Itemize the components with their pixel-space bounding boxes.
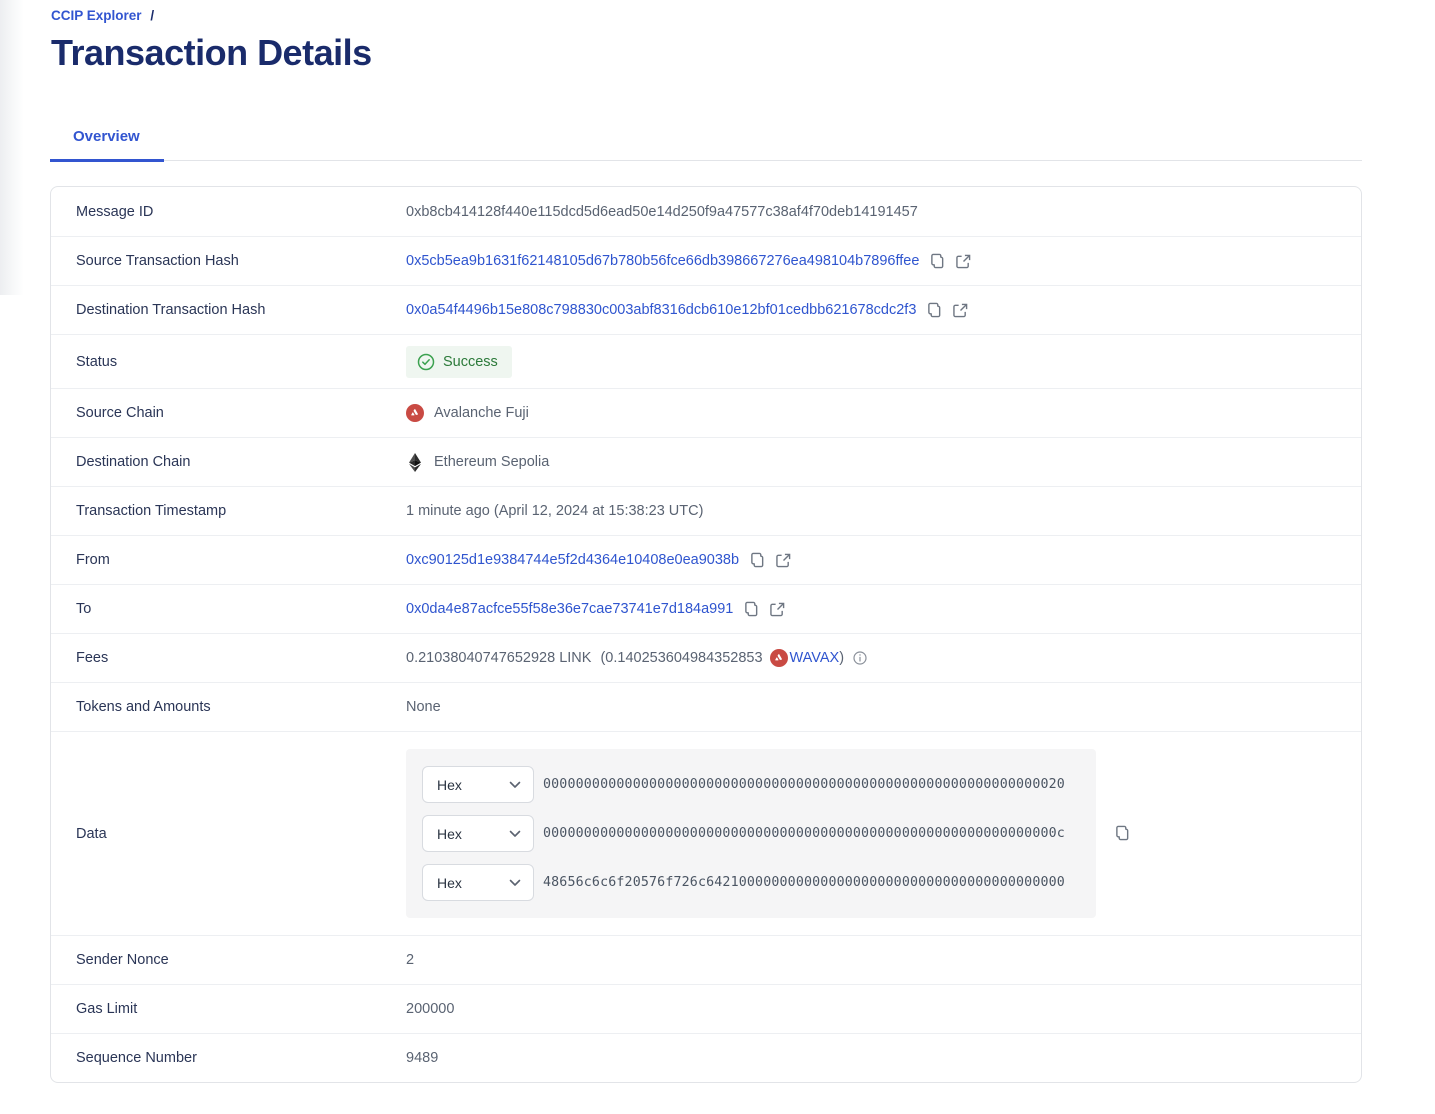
message-id-label: Message ID [76,203,154,220]
row-tokens-and-amounts: Tokens and Amounts None [51,682,1361,731]
timestamp-label: Transaction Timestamp [76,503,227,519]
data-line: Hex 48656c6c6f20576f726c6421000000000000… [422,864,1081,901]
hex-select-value: Hex [437,776,462,793]
tokens-and-amounts-label: Tokens and Amounts [76,699,211,715]
source-chain-label: Source Chain [76,405,164,421]
copy-icon[interactable] [927,302,942,319]
hex-line-value: 0000000000000000000000000000000000000000… [543,826,1065,841]
sender-nonce-label: Sender Nonce [76,952,169,968]
info-icon[interactable] [853,651,867,665]
fees-token-link[interactable]: WAVAX [789,650,840,666]
hex-line-value: 48656c6c6f20576f726c64210000000000000000… [543,875,1065,890]
row-source-tx-hash: Source Transaction Hash 0x5cb5ea9b1631f6… [51,236,1361,285]
breadcrumb-link-ccip-explorer[interactable]: CCIP Explorer [51,8,142,23]
source-chain-name: Avalanche Fuji [434,405,529,421]
row-fees: Fees 0.21038040747652928 LINK (0.1402536… [51,633,1361,682]
chevron-down-icon [509,781,521,789]
breadcrumb: CCIP Explorer / [51,8,1435,23]
data-hex-box: Hex 000000000000000000000000000000000000… [406,749,1096,918]
dest-chain-name: Ethereum Sepolia [434,454,550,470]
row-dest-chain: Destination Chain Ethereum Sepolia [51,437,1361,486]
from-label: From [76,552,110,568]
sequence-number-label: Sequence Number [76,1050,197,1066]
dest-tx-hash-label: Destination Transaction Hash [76,302,266,318]
data-line: Hex 000000000000000000000000000000000000… [422,815,1081,852]
copy-icon[interactable] [930,253,945,270]
copy-icon[interactable] [750,552,765,569]
row-sequence-number: Sequence Number 9489 [51,1033,1361,1082]
from-address-link[interactable]: 0xc90125d1e9384744e5f2d4364e10408e0ea903… [406,552,740,568]
external-link-icon[interactable] [770,602,785,617]
avalanche-icon [406,404,424,422]
row-to: To 0x0da4e87acfce55f58e36e7cae73741e7d18… [51,584,1361,633]
source-tx-hash-label: Source Transaction Hash [76,253,239,269]
check-circle-icon [417,353,435,371]
page-title: Transaction Details [51,32,372,73]
page-header: CCIP Explorer / Transaction Details [0,0,1435,74]
chevron-down-icon [509,879,521,887]
source-tx-hash-link[interactable]: 0x5cb5ea9b1631f62148105d67b780b56fce66db… [406,253,920,269]
ethereum-icon [406,452,424,472]
hex-format-select[interactable]: Hex [422,766,534,803]
message-id-value: 0xb8cb414128f440e115dcd5d6ead50e14d250f9… [406,203,918,220]
external-link-icon[interactable] [956,254,971,269]
hex-format-select[interactable]: Hex [422,864,534,901]
chevron-down-icon [509,830,521,838]
row-source-chain: Source Chain Avalanche Fuji [51,388,1361,437]
row-timestamp: Transaction Timestamp 1 minute ago (Apri… [51,486,1361,535]
tokens-and-amounts-value: None [406,699,441,715]
row-status: Status Success [51,334,1361,388]
hex-select-value: Hex [437,825,462,842]
status-badge-text: Success [443,353,498,370]
status-label: Status [76,353,118,370]
tab-overview[interactable]: Overview [50,118,164,162]
row-dest-tx-hash: Destination Transaction Hash 0x0a54f4496… [51,285,1361,334]
data-label: Data [76,825,107,842]
tab-bar: Overview [50,118,1362,162]
row-message-id: Message ID 0xb8cb414128f440e115dcd5d6ead… [51,187,1361,236]
row-sender-nonce: Sender Nonce 2 [51,935,1361,984]
copy-icon[interactable] [1115,825,1130,842]
copy-icon[interactable] [744,601,759,618]
fees-alt-amount: (0.140253604984352853 [600,650,763,666]
timestamp-value: 1 minute ago (April 12, 2024 at 15:38:23… [406,503,704,519]
hex-line-value: 0000000000000000000000000000000000000000… [543,777,1065,792]
status-badge: Success [406,345,512,378]
dest-chain-label: Destination Chain [76,454,191,470]
sender-nonce-value: 2 [406,952,415,968]
transaction-details-card: Message ID 0xb8cb414128f440e115dcd5d6ead… [50,186,1362,1083]
external-link-icon[interactable] [953,303,968,318]
hex-select-value: Hex [437,874,462,891]
to-label: To [76,601,92,617]
row-gas-limit: Gas Limit 200000 [51,984,1361,1033]
data-line: Hex 000000000000000000000000000000000000… [422,766,1081,803]
row-data: Data Hex 0000000000000000000000000000000… [51,731,1361,935]
external-link-icon[interactable] [776,553,791,568]
gas-limit-label: Gas Limit [76,1001,138,1017]
fees-label: Fees [76,650,109,666]
row-from: From 0xc90125d1e9384744e5f2d4364e10408e0… [51,535,1361,584]
hex-format-select[interactable]: Hex [422,815,534,852]
fees-alt-close: ) [839,650,845,666]
to-address-link[interactable]: 0x0da4e87acfce55f58e36e7cae73741e7d184a9… [406,601,734,617]
dest-tx-hash-link[interactable]: 0x0a54f4496b15e808c798830c003abf8316dcb6… [406,302,917,318]
gas-limit-value: 200000 [406,1001,455,1017]
breadcrumb-separator: / [150,8,155,23]
fees-primary-amount: 0.21038040747652928 LINK [406,650,592,666]
sequence-number-value: 9489 [406,1050,439,1066]
avalanche-icon [769,649,788,667]
